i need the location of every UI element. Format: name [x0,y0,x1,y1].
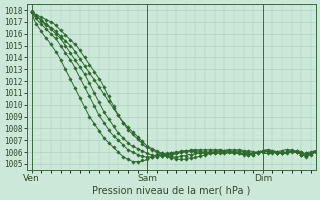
X-axis label: Pression niveau de la mer( hPa ): Pression niveau de la mer( hPa ) [92,186,251,196]
